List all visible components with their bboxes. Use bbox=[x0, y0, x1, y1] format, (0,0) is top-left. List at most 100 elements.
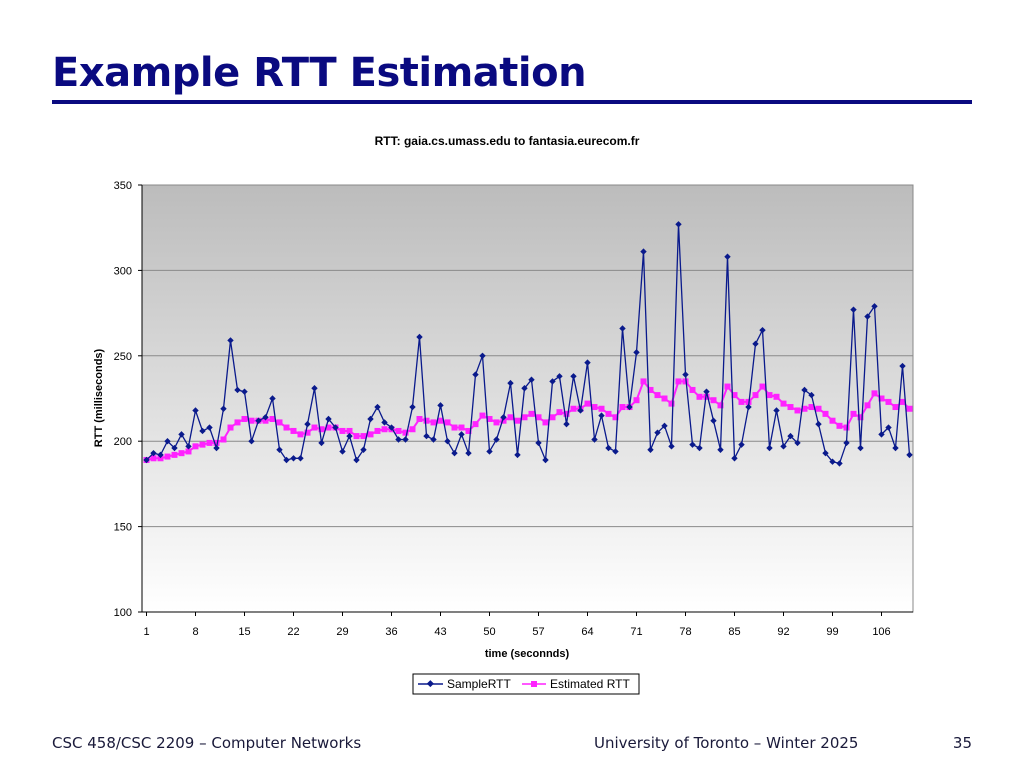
sample-rtt-point bbox=[283, 456, 290, 464]
estimated-rtt-point bbox=[808, 404, 815, 411]
sample-rtt-point bbox=[150, 449, 157, 457]
sample-rtt-point bbox=[472, 371, 479, 378]
estimated-rtt-point bbox=[248, 417, 255, 424]
estimated-rtt-point bbox=[787, 404, 794, 411]
estimated-rtt-point bbox=[801, 405, 808, 412]
estimated-rtt-point bbox=[857, 414, 864, 421]
xtick-label-99: 99 bbox=[826, 626, 838, 638]
xtick-label-106: 106 bbox=[872, 626, 890, 638]
ytick-label-200: 200 bbox=[114, 436, 132, 448]
estimated-rtt-point bbox=[752, 392, 759, 399]
estimated-rtt-point bbox=[269, 415, 276, 422]
estimated-rtt-point bbox=[262, 417, 269, 424]
estimated-rtt-point bbox=[283, 424, 290, 431]
sample-rtt-point bbox=[542, 456, 549, 464]
sample-rtt-point bbox=[199, 427, 206, 435]
sample-rtt-point bbox=[262, 414, 269, 421]
sample-rtt-point bbox=[591, 436, 598, 443]
sample-rtt-point bbox=[745, 403, 752, 411]
estimated-rtt-point bbox=[591, 404, 598, 411]
rtt-chart: RTT: gaia.cs.umass.edu to fantasia.eurec… bbox=[93, 134, 914, 695]
sample-rtt-point bbox=[409, 403, 416, 411]
estimated-rtt-point bbox=[500, 417, 507, 424]
sample-rtt-point bbox=[717, 446, 724, 453]
sample-rtt-point bbox=[899, 362, 906, 370]
estimated-rtt-point bbox=[367, 431, 374, 438]
sample-rtt-point bbox=[885, 424, 892, 431]
sample-rtt-point bbox=[640, 248, 647, 255]
sample-rtt-point bbox=[178, 431, 185, 438]
sample-rtt-point bbox=[850, 306, 857, 313]
ytick-label-150: 150 bbox=[114, 522, 132, 534]
sample-rtt-point bbox=[192, 407, 199, 414]
sample-rtt-point bbox=[185, 443, 192, 450]
estimated-rtt-point bbox=[654, 392, 661, 399]
estimated-rtt-point bbox=[276, 419, 283, 426]
sample-rtt-point bbox=[213, 444, 220, 452]
estimated-rtt-point bbox=[507, 414, 514, 421]
estimated-rtt-point bbox=[416, 415, 423, 422]
xtick-label-85: 85 bbox=[728, 626, 740, 638]
sample-rtt-point bbox=[423, 432, 430, 440]
estimated-rtt-point bbox=[682, 378, 689, 385]
sample-rtt-point bbox=[402, 436, 409, 443]
estimated-rtt-point bbox=[472, 421, 479, 428]
estimated-rtt-point bbox=[899, 398, 906, 405]
x-tick-labels: 1 8 15 22 29 36 43 50 57 64 71 78 85 92 99 106 bbox=[143, 626, 890, 638]
estimated-rtt-point bbox=[486, 415, 493, 422]
sample-rtt-point bbox=[465, 449, 472, 457]
sample-rtt-point bbox=[381, 419, 388, 426]
plot-area bbox=[141, 184, 914, 613]
sample-rtt-point bbox=[227, 337, 234, 344]
estimated-rtt-point bbox=[528, 410, 535, 417]
sample-rtt-point bbox=[808, 391, 815, 399]
sample-rtt-point bbox=[395, 436, 402, 443]
estimated-rtt-point bbox=[584, 400, 591, 407]
estimated-rtt-point bbox=[402, 429, 409, 436]
estimated-rtt-point bbox=[381, 426, 388, 433]
sample-rtt-point bbox=[241, 388, 248, 395]
sample-rtt-point bbox=[157, 451, 164, 459]
sample-rtt-point bbox=[619, 325, 626, 332]
sample-rtt-point bbox=[535, 439, 542, 447]
sample-rtt-point bbox=[822, 449, 829, 457]
sample-rtt-point bbox=[493, 436, 500, 443]
estimated-rtt-point bbox=[794, 407, 801, 414]
estimated-rtt-point bbox=[395, 427, 402, 434]
chart-title: RTT: gaia.cs.umass.edu to fantasia.eurec… bbox=[375, 134, 640, 148]
sample-rtt-point bbox=[290, 455, 297, 462]
ytick-label-100: 100 bbox=[114, 607, 132, 619]
sample-rtt-point bbox=[689, 441, 696, 448]
estimated-rtt-point bbox=[731, 392, 738, 399]
sample-rtt-point bbox=[682, 371, 689, 378]
sample-rtt-point bbox=[815, 420, 822, 428]
estimated-rtt-point bbox=[696, 393, 703, 400]
sample-rtt-point bbox=[647, 446, 654, 453]
estimated-rtt-point bbox=[493, 419, 500, 426]
xtick-label-71: 71 bbox=[630, 626, 642, 638]
sample-rtt-point bbox=[374, 403, 381, 411]
xtick-label-8: 8 bbox=[192, 626, 198, 638]
sample-rtt-point bbox=[479, 352, 486, 359]
sample-rtt-point bbox=[563, 420, 570, 428]
estimated-rtt-point bbox=[864, 402, 871, 409]
estimated-rtt-point bbox=[164, 453, 171, 460]
estimated-rtt-point bbox=[836, 422, 843, 429]
xtick-label-92: 92 bbox=[777, 626, 789, 638]
sample-rtt-point bbox=[234, 386, 241, 394]
sample-rtt-point bbox=[500, 414, 507, 421]
sample-rtt-point bbox=[164, 438, 171, 445]
estimated-rtt-point bbox=[556, 409, 563, 416]
estimated-rtt-point bbox=[773, 393, 780, 400]
page-number: 35 bbox=[952, 734, 972, 752]
sample-rtt-point bbox=[871, 303, 878, 310]
sample-rtt-point bbox=[605, 444, 612, 452]
estimated-rtt-point bbox=[612, 414, 619, 421]
estimated-rtt-point bbox=[311, 424, 318, 431]
sample-rtt-point bbox=[794, 439, 801, 447]
sample-rtt-point bbox=[444, 438, 451, 445]
sample-rtt-point bbox=[304, 420, 311, 428]
sample-rtt-point bbox=[584, 359, 591, 366]
sample-rtt-point bbox=[773, 407, 780, 414]
y-tick-labels: 100 150 200 250 300 350 bbox=[114, 180, 132, 619]
